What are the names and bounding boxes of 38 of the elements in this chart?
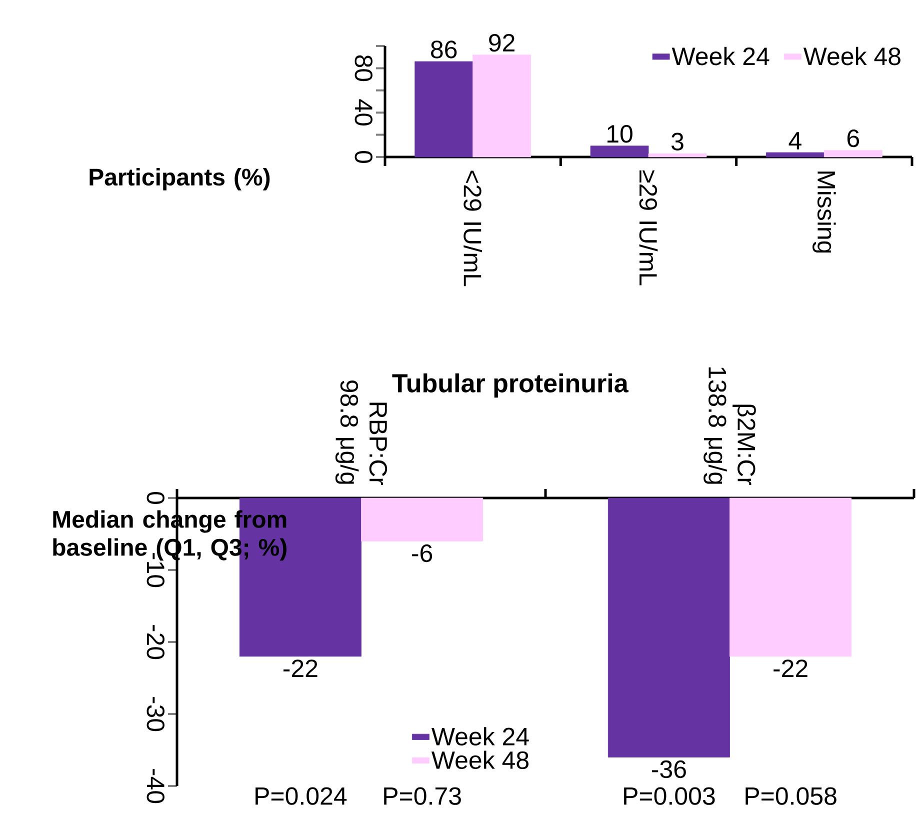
data-label: 4	[788, 132, 802, 150]
data-label: 6	[847, 129, 860, 148]
x-tick-label: Missing	[812, 172, 836, 253]
x-tick-label: β2M:Cr 138.8 μg/g	[704, 367, 756, 486]
data-label: -22	[774, 660, 808, 678]
text: P=0.73	[384, 787, 461, 805]
data-label: 92	[489, 34, 514, 52]
bar	[766, 152, 824, 158]
y-tick-label: -30	[146, 697, 164, 732]
bar	[648, 153, 707, 158]
bar	[824, 150, 882, 158]
bar	[590, 146, 649, 158]
data-label: -22	[283, 660, 318, 678]
legend-label: Week 24	[432, 727, 529, 746]
text: P=0.024	[256, 787, 347, 805]
x-tick-label: RBP:Cr 98.8 μg/g	[335, 380, 388, 486]
y-tick-label: -20	[146, 625, 164, 660]
y-tick-label: 0	[354, 151, 372, 163]
data-label: -36	[652, 760, 686, 778]
legend-label: Week 48	[432, 750, 528, 770]
x-tick-label: ≥29 IU/mL	[639, 170, 658, 286]
y-tick-label: 80	[354, 55, 372, 82]
bar	[472, 54, 532, 158]
bar	[414, 61, 474, 158]
text: P=0.058	[746, 787, 836, 805]
data-label: 86	[431, 40, 457, 58]
chart-title: Tubular proteinuria	[392, 373, 629, 398]
data-label: 3	[671, 132, 684, 150]
data-label: -6	[412, 544, 432, 562]
y-tick-label: -40	[146, 769, 164, 804]
legend-label: Week 24	[672, 46, 770, 66]
y-tick-label: 40	[354, 99, 372, 126]
data-label: 10	[608, 125, 632, 143]
text: P=0.003	[624, 787, 715, 805]
x-tick-label: <29 IU/mL	[464, 170, 482, 286]
y-tick-label: 0	[146, 492, 164, 504]
y-axis-title: Participants (%)	[90, 168, 270, 190]
legend-label: Week 48	[803, 46, 900, 66]
